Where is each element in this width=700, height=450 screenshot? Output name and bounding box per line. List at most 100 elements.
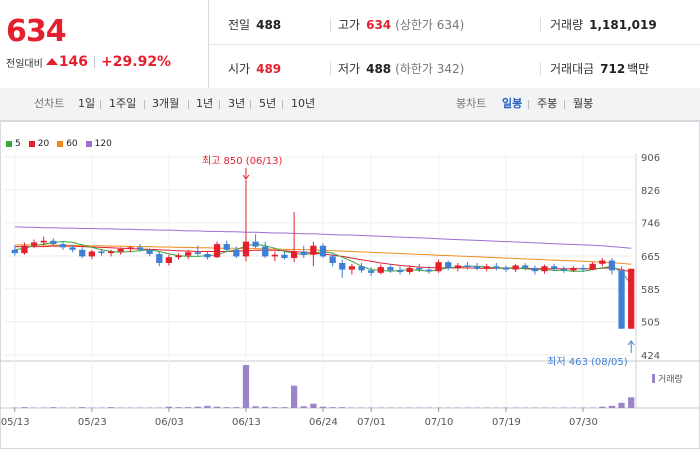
candle-chart-label: 봉차트 <box>456 97 487 110</box>
period-3y[interactable]: 3년 <box>228 97 246 110</box>
volume-bar <box>262 406 269 408</box>
volume-value: 1,181,019 <box>589 17 657 32</box>
candle-body <box>271 254 278 257</box>
candle-body <box>541 266 548 272</box>
current-price: 634 <box>6 14 67 49</box>
high-annotation: 최고 850 (06/13) <box>202 155 283 167</box>
divider <box>250 100 251 109</box>
divider <box>100 100 101 109</box>
low-arrow-head <box>627 340 635 346</box>
candle-body <box>127 247 134 250</box>
candle-monthly[interactable]: 월봉 <box>573 97 594 110</box>
row-divider <box>208 44 700 45</box>
low-value: 488 <box>366 61 392 76</box>
candlestick-chart[interactable]: 906 826 746 665 585 505 424 05/13 05/23 06/03 06/1… <box>0 121 700 450</box>
low-price: 저가 488 (하한가 342) <box>338 60 464 77</box>
period-1d[interactable]: 1일 <box>78 97 96 110</box>
candle-body <box>531 267 539 272</box>
change-percent: +29.92% <box>101 54 172 70</box>
volume-bar <box>242 365 250 408</box>
candle-body <box>50 240 57 245</box>
open-value: 489 <box>256 61 282 76</box>
volume-bar <box>233 407 240 408</box>
period-1w[interactable]: 1주일 <box>109 97 137 110</box>
candle-body <box>589 263 596 270</box>
amount-unit: 백만 <box>627 62 650 76</box>
candle-daily[interactable]: 일봉 <box>502 97 523 110</box>
candle-weekly[interactable]: 주봉 <box>537 97 558 110</box>
candle-body <box>512 265 519 270</box>
open-price: 시가 489 <box>228 60 281 77</box>
candle-body <box>425 269 433 272</box>
candle-body <box>98 251 105 254</box>
quote-panel: 634 전일대비 146 +29.92% 전일 488 고가 634 (상한가 … <box>0 0 700 89</box>
volume-label: 거래량 <box>550 18 584 32</box>
candle-body <box>223 244 230 250</box>
candle-body <box>551 266 558 269</box>
y-tick-label: 505 <box>641 318 660 329</box>
amount-value: 712 <box>600 61 626 76</box>
divider <box>330 18 331 32</box>
candle-body <box>40 240 47 243</box>
candle-body <box>348 266 356 270</box>
change-row: 전일대비 146 +29.92% <box>6 54 171 70</box>
volume-legend-label: 거래량 <box>658 373 683 385</box>
volume-bar <box>329 407 336 408</box>
candle-body <box>21 245 28 254</box>
candle-body <box>165 257 173 263</box>
volume-bar <box>290 385 298 408</box>
x-tick-label: 07/01 <box>357 417 386 428</box>
candle-body <box>464 265 471 267</box>
candle-body <box>281 254 288 259</box>
legend-ma60: 60 <box>57 139 78 149</box>
volume-bar <box>281 407 288 408</box>
volume-bar <box>319 406 327 408</box>
divider <box>528 100 529 109</box>
candle-body <box>69 247 76 250</box>
candle-body <box>387 267 394 271</box>
period-5y[interactable]: 5년 <box>259 97 277 110</box>
volume-bar <box>175 407 182 408</box>
candle-body <box>608 260 616 271</box>
candle-body <box>560 268 567 271</box>
change-label: 전일대비 <box>6 58 43 70</box>
y-tick-label: 665 <box>641 252 660 263</box>
volume-bar <box>310 403 317 408</box>
candle-body <box>310 245 317 255</box>
candle-body <box>579 267 587 270</box>
candle-body <box>107 251 115 254</box>
period-3m[interactable]: 3개월 <box>152 97 180 110</box>
period-10y[interactable]: 10년 <box>291 97 316 110</box>
period-1y[interactable]: 1년 <box>196 97 214 110</box>
candle-body <box>493 266 500 268</box>
upper-limit: (상한가 634) <box>395 18 465 32</box>
candle-body <box>473 266 481 269</box>
y-tick-label: 906 <box>641 153 660 164</box>
candle-body <box>435 262 442 272</box>
divider <box>564 100 565 109</box>
candle-body <box>262 246 269 257</box>
period-toolbar: 선차트 1일 1주일 3개월 1년 3년 5년 10년 봉차트 일봉 주봉 월봉 <box>0 88 700 121</box>
volume-bar <box>165 406 173 408</box>
volume-bar <box>252 406 259 408</box>
prev-close-label: 전일 <box>228 18 251 32</box>
high-price: 고가 634 (상한가 634) <box>338 16 464 33</box>
legend-ma5: 5 <box>6 139 21 149</box>
candle-body <box>59 244 67 248</box>
x-tick-label: 06/03 <box>155 417 184 428</box>
x-tick-label: 06/13 <box>232 417 261 428</box>
x-tick-label: 05/23 <box>78 417 107 428</box>
volume-bar <box>107 407 115 408</box>
prev-close: 전일 488 <box>228 16 281 33</box>
volume-bar <box>628 397 635 408</box>
candle-body <box>242 241 250 257</box>
y-tick-label: 826 <box>641 186 660 197</box>
high-arrow-head <box>242 174 250 180</box>
volume-bar <box>599 406 606 408</box>
open-label: 시가 <box>228 62 251 76</box>
amount-label: 거래대금 <box>550 62 595 76</box>
candle-body <box>522 265 529 268</box>
candle-body <box>396 270 404 273</box>
line-chart-label: 선차트 <box>34 97 65 110</box>
volume: 거래량 1,181,019 <box>550 16 657 33</box>
